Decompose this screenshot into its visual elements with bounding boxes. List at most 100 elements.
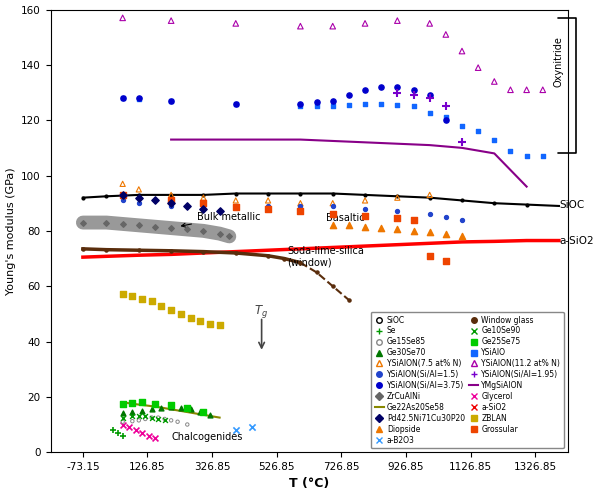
Point [150, 223, 160, 231]
Point [166, 196, 176, 204]
Point [263, 252, 273, 260]
Point [360, 205, 370, 213]
Point [344, 221, 353, 229]
Point [392, 214, 402, 222]
Point [376, 83, 386, 91]
Point [344, 101, 353, 109]
Point [392, 192, 402, 200]
Point [144, 432, 154, 439]
Point [160, 415, 169, 423]
Point [113, 429, 122, 437]
Point [186, 405, 196, 413]
Point [78, 245, 88, 253]
Point [166, 224, 176, 232]
Point [425, 191, 434, 199]
Point [296, 22, 305, 30]
Point [392, 89, 402, 97]
Point [118, 191, 127, 199]
Point [199, 408, 208, 416]
Point [160, 416, 169, 424]
Point [108, 426, 118, 434]
Point [231, 203, 241, 211]
Point [328, 22, 338, 30]
Point [166, 97, 176, 105]
Point [296, 202, 305, 210]
Point [186, 314, 196, 322]
Point [441, 30, 451, 38]
Point [182, 404, 192, 412]
Point [360, 86, 370, 94]
Point [328, 97, 338, 105]
Point [118, 220, 127, 228]
Point [154, 415, 163, 423]
Point [224, 233, 234, 241]
Point [344, 296, 353, 304]
Point [441, 230, 451, 238]
Point [328, 202, 338, 210]
Point [231, 189, 241, 197]
Point [231, 249, 241, 257]
Point [176, 404, 185, 412]
Point [425, 194, 434, 202]
Text: SiOC: SiOC [559, 199, 584, 210]
Point [215, 230, 224, 238]
Point [118, 94, 127, 102]
Point [506, 86, 515, 94]
Point [157, 302, 166, 310]
Point [360, 191, 370, 199]
Point [231, 19, 241, 27]
Point [128, 412, 137, 420]
Point [131, 426, 140, 434]
Point [150, 434, 160, 442]
Point [360, 223, 370, 231]
Point [199, 199, 208, 207]
Point [199, 202, 208, 210]
Point [134, 94, 143, 102]
Point [134, 199, 143, 207]
Point [199, 191, 208, 199]
Point [215, 207, 224, 215]
Point [128, 408, 137, 416]
Point [134, 412, 143, 420]
Point [409, 216, 418, 224]
Point [166, 306, 176, 313]
Point [538, 152, 548, 160]
Point [205, 319, 215, 327]
Legend: SiOC, Se, Ge15Se85, Ge30Se70, YSiAION(7.5 at% N), YSiAION(Si/Al=1.5), YSiAION(Si: SiOC, Se, Ge15Se85, Ge30Se70, YSiAION(7.… [371, 311, 564, 448]
Point [425, 252, 434, 260]
Point [360, 196, 370, 204]
Point [137, 295, 147, 303]
Point [205, 411, 215, 419]
Point [118, 400, 127, 408]
Point [150, 400, 160, 408]
Point [231, 100, 241, 108]
Point [137, 429, 147, 437]
Point [457, 216, 467, 224]
Point [118, 191, 127, 199]
Point [140, 412, 150, 420]
Point [296, 102, 305, 110]
Point [409, 102, 418, 110]
Point [215, 321, 224, 329]
Point [409, 86, 418, 94]
Point [166, 401, 176, 409]
Point [328, 221, 338, 229]
Point [101, 219, 111, 227]
Point [280, 254, 289, 262]
Point [137, 407, 147, 415]
Point [247, 423, 257, 431]
Point [263, 189, 273, 197]
Point [522, 152, 532, 160]
Point [490, 199, 499, 207]
Point [312, 102, 322, 110]
Point [263, 196, 273, 204]
Text: Chalcogenides: Chalcogenides [171, 432, 242, 442]
Point [154, 414, 163, 422]
Point [312, 98, 322, 106]
Point [128, 417, 137, 425]
Point [312, 268, 322, 276]
Point [134, 191, 143, 199]
Point [231, 426, 241, 434]
Point [118, 418, 127, 426]
Point [296, 207, 305, 215]
